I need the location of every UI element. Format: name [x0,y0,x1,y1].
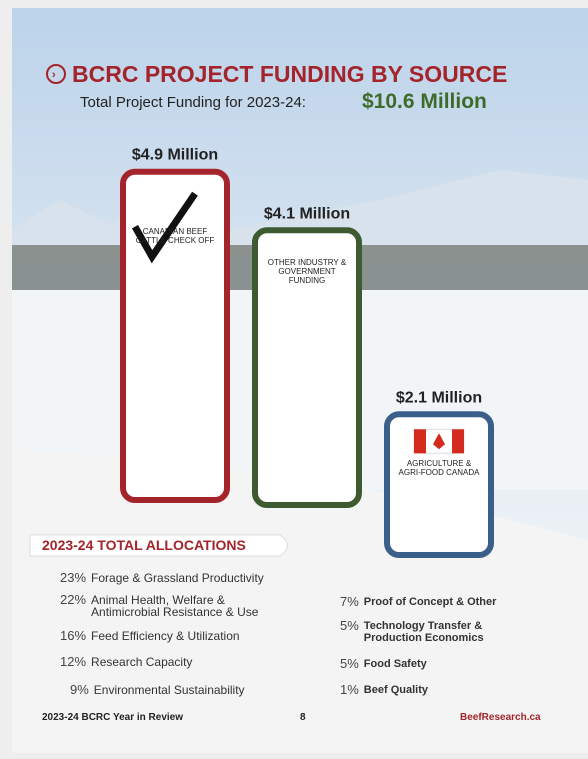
allocation-percent: 1% [340,682,359,697]
allocation-label: Beef Quality [363,684,428,696]
category-label: AGRICULTURE & AGRI-FOOD CANADA [398,459,480,478]
allocation-percent: 22% [60,592,87,607]
allocation-percent: 23% [60,570,87,585]
allocation-percent: 5% [340,618,359,633]
allocation-percent: 9% [70,682,89,697]
allocation-label: Feed Efficiency & Utilization [91,629,240,643]
allocation-label: Technology Transfer & Production Economi… [363,620,484,644]
flag-right [452,429,464,454]
allocation-percent: 5% [340,656,359,671]
allocation-label: Environmental Sustainability [93,683,245,697]
allocation-item: 12% Research Capacity [60,654,300,669]
bar [252,227,362,509]
footer-right: BeefResearch.ca [460,712,541,723]
allocation-label: Animal Health, Welfare & Antimicrobial R… [91,593,259,619]
total: $10.6 Million [362,90,487,113]
value-label: $4.9 Million [132,147,218,164]
allocation-item: 5% Technology Transfer & Production Econo… [340,618,550,644]
allocation-item: 22% Animal Health, Welfare & Antimicrobia… [60,592,300,619]
allocation-label: Food Safety [363,658,427,670]
checkmark [131,191,198,264]
allocation-item: 7% Proof of Concept & Other [340,594,550,609]
icon-arrow: › [52,69,56,81]
allocations-title: 2023-24 TOTAL ALLOCATIONS [42,537,246,553]
bar [384,411,494,558]
title: BCRC PROJECT FUNDING BY SOURCE [72,61,507,87]
subtitle: Total Project Funding for 2023-24: [80,94,306,111]
icon [46,64,66,84]
allocation-item: 1% Beef Quality [340,682,550,697]
allocation-percent: 12% [60,654,87,669]
allocation-item: 5% Food Safety [340,656,550,671]
footer-page: 8 [300,712,306,723]
category-label: CANADIAN BEEF CATTLE CHECK OFF [135,226,215,245]
allocation-label: Forage & Grassland Productivity [91,571,264,585]
allocation-label: Research Capacity [91,655,193,669]
allocation-item: 23% Forage & Grassland Productivity [60,570,300,585]
allocation-label: Proof of Concept & Other [363,596,497,608]
allocation-item: 9% Environmental Sustainability [70,682,310,697]
value-label: $2.1 Million [396,389,482,406]
allocations-banner [29,534,288,557]
flag-left [414,429,426,454]
allocation-item: 16% Feed Efficiency & Utilization [60,628,300,643]
allocation-percent: 7% [340,594,359,609]
value-label: $4.1 Million [264,205,350,222]
flag-leaf [433,433,445,450]
allocation-percent: 16% [60,628,87,643]
category-label: OTHER INDUSTRY & GOVERNMENT FUNDING [267,258,347,286]
footer-left: 2023-24 BCRC Year in Review [42,712,184,723]
